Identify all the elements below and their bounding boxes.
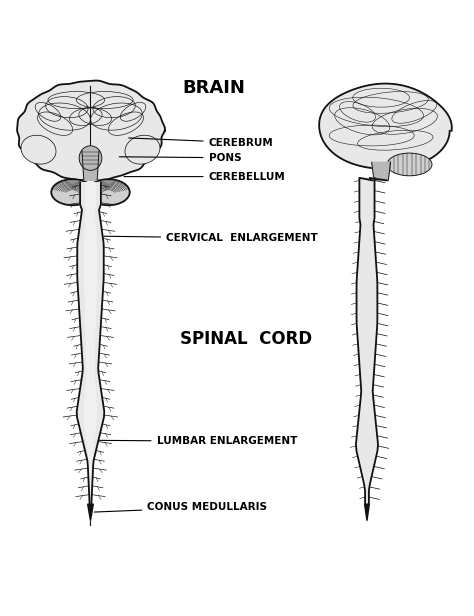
Ellipse shape <box>87 179 130 205</box>
Text: CEREBRUM: CEREBRUM <box>129 137 273 148</box>
Polygon shape <box>88 504 93 521</box>
Polygon shape <box>319 84 452 169</box>
Polygon shape <box>17 81 165 180</box>
Ellipse shape <box>387 153 432 176</box>
Polygon shape <box>372 162 391 180</box>
Text: BRAIN: BRAIN <box>182 79 245 97</box>
Text: CONUS MEDULLARIS: CONUS MEDULLARIS <box>94 503 267 513</box>
Text: CERVICAL  ENLARGEMENT: CERVICAL ENLARGEMENT <box>100 233 318 243</box>
Text: LUMBAR ENLARGEMENT: LUMBAR ENLARGEMENT <box>98 436 297 446</box>
Text: SPINAL  CORD: SPINAL CORD <box>181 330 312 347</box>
Polygon shape <box>77 183 104 504</box>
Ellipse shape <box>21 136 56 164</box>
Polygon shape <box>84 183 97 504</box>
Ellipse shape <box>79 146 102 171</box>
Polygon shape <box>356 178 378 504</box>
Text: PONS: PONS <box>119 153 241 163</box>
Ellipse shape <box>125 136 160 164</box>
Text: CEREBELLUM: CEREBELLUM <box>124 172 285 182</box>
Polygon shape <box>82 151 99 180</box>
Polygon shape <box>365 504 369 521</box>
Ellipse shape <box>51 179 94 205</box>
